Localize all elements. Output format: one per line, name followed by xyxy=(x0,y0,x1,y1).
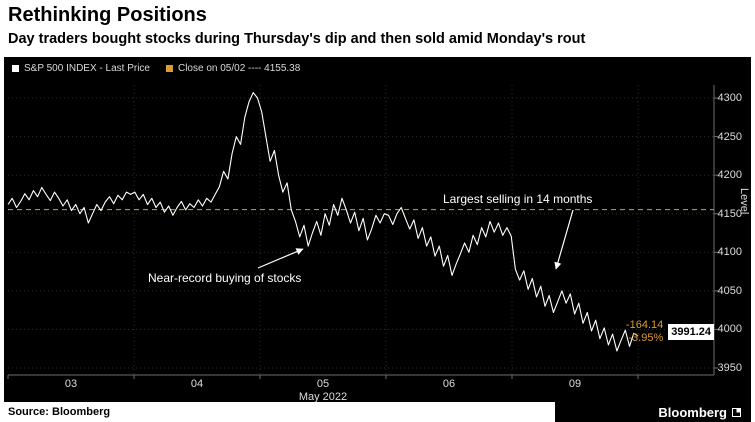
x-axis-tick: 09 xyxy=(568,378,582,390)
y-axis-tick: 3950 xyxy=(717,362,742,374)
price-plot xyxy=(7,85,718,379)
gridlines xyxy=(8,85,714,375)
x-axis-tick: 05 xyxy=(316,378,330,390)
y-axis-tick: 4300 xyxy=(717,92,742,104)
bloomberg-logo: Bloomberg xyxy=(555,402,751,422)
net-change-value: -164.14 xyxy=(625,319,664,331)
x-axis-tick: 03 xyxy=(64,378,78,390)
y-axis-tick: 4000 xyxy=(717,323,742,336)
change-column: -164.14 -3.95% xyxy=(626,319,663,345)
y-axis-tick: 4100 xyxy=(717,246,742,259)
source-credit: Source: Bloomberg xyxy=(8,406,111,418)
annotation-selling: Largest selling in 14 months xyxy=(443,192,593,206)
footer: Source: Bloomberg Bloomberg xyxy=(0,402,755,422)
legend-item-series: S&P 500 INDEX - Last Price xyxy=(12,63,150,74)
legend-series-label: S&P 500 INDEX - Last Price xyxy=(24,63,150,74)
series-swatch-icon xyxy=(12,65,19,72)
series-layer xyxy=(7,92,714,352)
y-axis-tick: 4150 xyxy=(717,207,742,220)
page-subtitle: Day traders bought stocks during Thursda… xyxy=(8,31,586,47)
x-axis-title: May 2022 xyxy=(298,391,348,402)
last-price-callout: -164.14 -3.95% 3991.24 xyxy=(596,319,714,345)
y-axis-tick: 4250 xyxy=(717,130,742,143)
buying-annotation-arrow-icon xyxy=(257,248,304,269)
last-price-badge: 3991.24 xyxy=(668,324,714,340)
y-axis-tick: 4200 xyxy=(717,169,742,182)
refline-swatch-icon xyxy=(165,65,173,72)
chart-area: S&P 500 INDEX - Last Price Close on 05/0… xyxy=(4,57,751,402)
y-axis-tick: 4050 xyxy=(717,284,742,297)
pct-change-value: -3.95% xyxy=(628,332,664,344)
axes xyxy=(7,85,718,379)
selling-annotation-arrow-icon xyxy=(554,209,574,270)
annotation-buying: Near-record buying of stocks xyxy=(148,271,302,285)
page-title: Rethinking Positions xyxy=(8,4,207,26)
legend-item-refline: Close on 05/02 ---- 4155.38 xyxy=(165,63,301,74)
bloomberg-mark-icon xyxy=(732,407,741,417)
x-axis-tick: 04 xyxy=(190,378,204,390)
y-axis-title: Level xyxy=(738,188,750,215)
chart-header: Rethinking Positions Day traders bought … xyxy=(0,0,755,57)
legend-refline-label: Close on 05/02 ---- 4155.38 xyxy=(177,63,301,74)
x-axis-tick: 06 xyxy=(442,378,456,390)
legend: S&P 500 INDEX - Last Price Close on 05/0… xyxy=(12,63,300,74)
bloomberg-wordmark: Bloomberg xyxy=(658,404,727,420)
